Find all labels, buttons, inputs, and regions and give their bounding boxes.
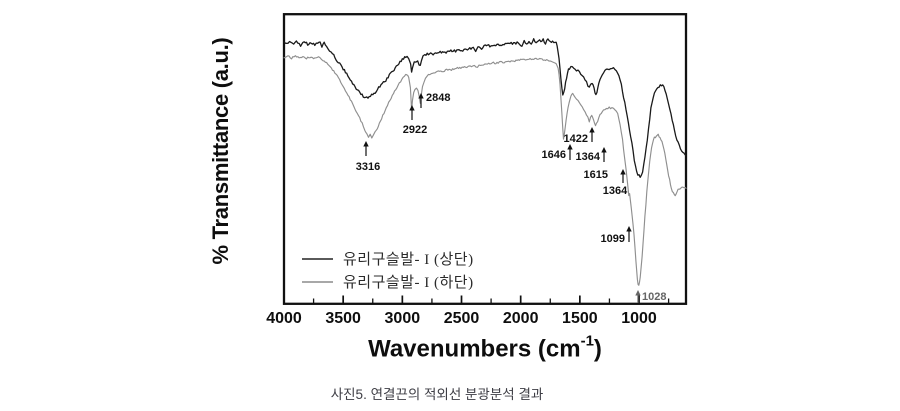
x-tick-label: 3000 xyxy=(385,310,421,327)
peak-label: 2848 xyxy=(426,92,450,104)
legend-label: 유리구슬발- I (하단) xyxy=(343,275,474,291)
peak-arrow-head xyxy=(567,144,573,150)
spectrum-curve-bottom xyxy=(283,55,687,286)
peak-label: 1099 xyxy=(601,233,625,245)
x-tick-label: 4000 xyxy=(266,310,302,327)
x-tick-label: 2000 xyxy=(503,310,539,327)
peak-arrow-head xyxy=(363,141,369,147)
x-axis-title-text: Wavenumbers (cm xyxy=(368,335,581,363)
legend-item-bottom: 유리구슬발- I (하단) xyxy=(302,270,474,293)
peak-annotations: 3316 2922 2848 1646 1422 1364 1615 1364 1099 1028 xyxy=(356,92,666,303)
peak-label: 1028 xyxy=(642,291,666,303)
peak-label: 1615 xyxy=(584,169,608,181)
plot-frame xyxy=(282,13,688,305)
peak-arrow-head xyxy=(601,147,607,153)
legend-line-sample-dark xyxy=(302,257,333,260)
x-tick-label: 2500 xyxy=(444,310,480,327)
x-axis-ticks: 4000 3500 3000 2500 2000 1500 1000 xyxy=(266,295,670,327)
x-axis-title: Wavenumbers (cm-1) xyxy=(368,332,602,364)
x-axis-title-close: ) xyxy=(593,335,602,363)
legend: 유리구슬발- I (상단) 유리구슬발- I (하단) xyxy=(302,247,474,293)
x-tick-label: 1500 xyxy=(562,310,598,327)
peak-label: 1422 xyxy=(564,133,588,145)
peak-arrow-head xyxy=(418,93,424,99)
peak-label: 1646 xyxy=(542,149,566,161)
peak-label: 1364 xyxy=(603,185,628,197)
legend-line-sample-light xyxy=(302,280,333,283)
peak-arrow-head xyxy=(635,290,641,296)
peak-arrow-head xyxy=(620,169,626,175)
figure-caption: 사진5. 연결끈의 적외선 분광분석 결과 xyxy=(330,387,544,402)
x-tick-label: 1000 xyxy=(621,310,657,327)
x-tick-label: 3500 xyxy=(325,310,361,327)
spectrum-plot: 4000 3500 3000 2500 2000 1500 1000 3316 2922 2848… xyxy=(266,13,688,327)
peak-label: 1364 xyxy=(576,151,601,163)
legend-item-top: 유리구슬발- I (상단) xyxy=(302,247,474,270)
x-axis-title-superscript: -1 xyxy=(580,332,594,350)
peak-label: 3316 xyxy=(356,161,380,173)
peak-label: 2922 xyxy=(403,124,427,136)
peak-arrow-head xyxy=(626,226,632,232)
y-axis-label: % Transmittance (a.u.) xyxy=(208,37,233,265)
peak-arrow-head xyxy=(589,127,595,133)
spectrum-curve-top xyxy=(283,38,687,178)
peak-arrow-head xyxy=(409,105,415,111)
legend-label: 유리구슬발- I (상단) xyxy=(343,252,474,268)
